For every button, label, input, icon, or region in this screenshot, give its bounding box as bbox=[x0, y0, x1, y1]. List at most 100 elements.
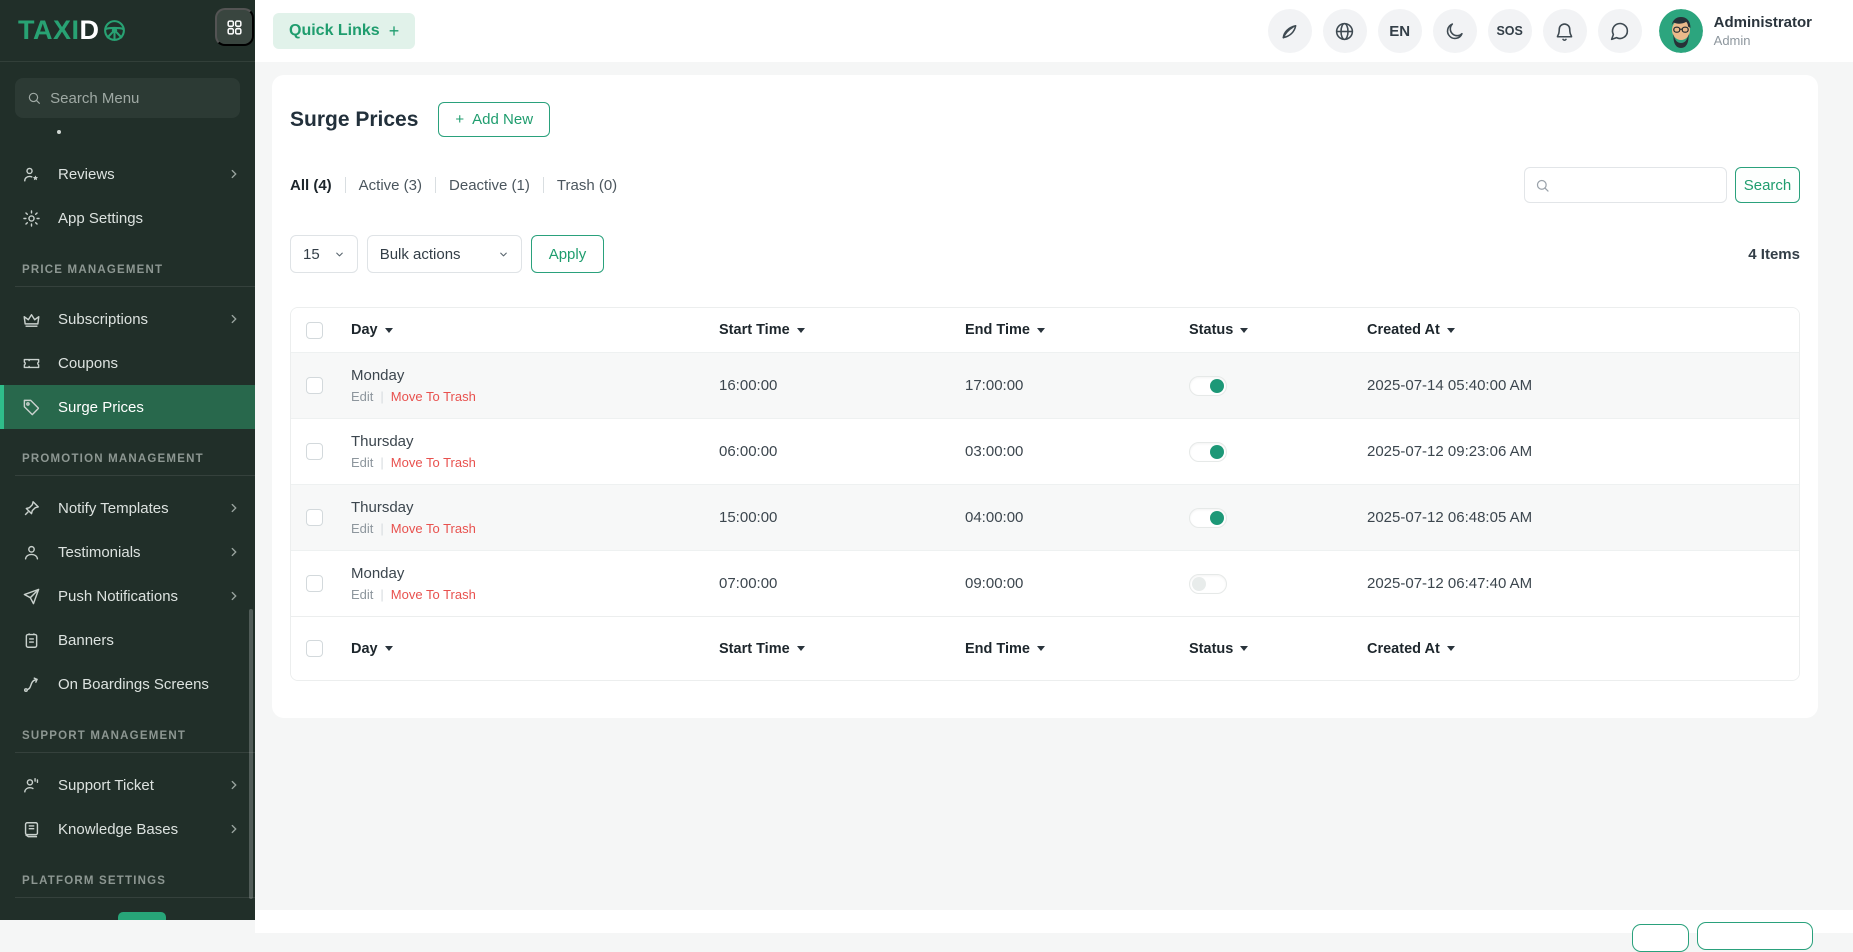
topbar-actions: EN SOS bbox=[1267, 9, 1812, 53]
day-value: Thursday bbox=[351, 499, 414, 516]
sidebar-item-notify-templates[interactable]: Notify Templates bbox=[0, 486, 255, 530]
page-footer bbox=[255, 910, 1853, 952]
tab-all[interactable]: All (4) bbox=[290, 176, 332, 194]
sidebar-item-testimonials[interactable]: Testimonials bbox=[0, 530, 255, 574]
move-to-trash-link[interactable]: Move To Trash bbox=[390, 455, 476, 470]
column-header-status[interactable]: Status bbox=[1189, 322, 1367, 338]
end-time-value: 17:00:00 bbox=[965, 377, 1024, 394]
edit-link[interactable]: Edit bbox=[351, 521, 374, 536]
section-heading-support-management: SUPPORT MANAGEMENT bbox=[22, 730, 187, 742]
per-page-select[interactable]: 15 bbox=[290, 235, 358, 273]
sidebar-item-surge-prices[interactable]: Surge Prices bbox=[0, 385, 255, 429]
sidebar-item-push-notifications[interactable]: Push Notifications bbox=[0, 574, 255, 618]
select-all-checkbox[interactable] bbox=[305, 321, 323, 339]
sidebar-item-app-settings[interactable]: App Settings bbox=[0, 196, 255, 240]
move-to-trash-link[interactable]: Move To Trash bbox=[390, 389, 476, 404]
sidebar-item-banners[interactable]: Banners bbox=[0, 618, 255, 662]
sidebar-item-on-boardings-screens[interactable]: On Boardings Screens bbox=[0, 662, 255, 706]
status-toggle[interactable] bbox=[1189, 441, 1227, 462]
row-checkbox[interactable] bbox=[305, 443, 323, 460]
day-cell: Thursday Edit | Move To Trash bbox=[337, 499, 719, 536]
tab-deactive[interactable]: Deactive (1) bbox=[449, 176, 530, 194]
tab-separator bbox=[542, 177, 544, 193]
sidebar-item-label: Knowledge Bases bbox=[58, 820, 179, 838]
edit-link[interactable]: Edit bbox=[351, 389, 374, 404]
table-row: Monday Edit | Move To Trash 07:00:00 09:00… bbox=[291, 550, 1799, 616]
sidebar-item-support-ticket[interactable]: Support Ticket bbox=[0, 763, 255, 807]
day-value: Thursday bbox=[351, 433, 414, 450]
move-to-trash-link[interactable]: Move To Trash bbox=[390, 587, 476, 602]
section-heading-platform-settings: PLATFORM SETTINGS bbox=[22, 875, 167, 887]
brush-icon bbox=[1282, 24, 1297, 38]
partial-button-small[interactable] bbox=[1632, 924, 1689, 952]
sidebar-item-knowledge-bases[interactable]: Knowledge Bases bbox=[0, 807, 255, 851]
sort-caret-icon bbox=[796, 646, 805, 651]
action-separator: | bbox=[380, 389, 384, 404]
column-header-day[interactable]: Day bbox=[337, 641, 719, 657]
user-menu[interactable]: Administrator Admin bbox=[1658, 9, 1812, 53]
select-all-checkbox[interactable] bbox=[305, 640, 323, 657]
sidebar-item-reviews[interactable]: Reviews bbox=[0, 152, 255, 196]
move-to-trash-link[interactable]: Move To Trash bbox=[390, 521, 476, 536]
brush-button[interactable] bbox=[1267, 9, 1312, 53]
table-search-box[interactable] bbox=[1524, 167, 1727, 203]
section-divider bbox=[15, 286, 255, 287]
sidebar-collapse-button[interactable] bbox=[215, 8, 254, 46]
sort-caret-icon bbox=[1446, 646, 1455, 651]
row-checkbox[interactable] bbox=[305, 509, 323, 526]
apply-button[interactable]: Apply bbox=[530, 235, 605, 273]
column-header-status[interactable]: Status bbox=[1189, 641, 1367, 657]
tab-active[interactable]: Active (3) bbox=[358, 176, 423, 194]
status-toggle[interactable] bbox=[1189, 573, 1227, 594]
clipboard-icon bbox=[22, 631, 41, 650]
quick-links-button[interactable]: Quick Links + bbox=[273, 13, 416, 49]
sidebar-scrollbar[interactable] bbox=[249, 609, 253, 899]
dark-mode-button[interactable] bbox=[1432, 9, 1477, 53]
language-globe-button[interactable] bbox=[1322, 9, 1367, 53]
bulk-actions-value: Bulk actions bbox=[379, 245, 461, 263]
sidebar-item-coupons[interactable]: Coupons bbox=[0, 341, 255, 385]
tab-trash[interactable]: Trash (0) bbox=[556, 176, 618, 194]
table-search-input[interactable] bbox=[1557, 177, 1716, 193]
search-button[interactable]: Search bbox=[1735, 167, 1800, 203]
row-checkbox[interactable] bbox=[305, 377, 323, 394]
sidebar-item-subscriptions[interactable]: Subscriptions bbox=[0, 297, 255, 341]
edit-link[interactable]: Edit bbox=[351, 455, 374, 470]
column-header-start-time[interactable]: Start Time bbox=[719, 322, 965, 338]
status-toggle[interactable] bbox=[1189, 375, 1227, 396]
created-at-value: 2025-07-14 05:40:00 AM bbox=[1367, 377, 1533, 394]
start-time-value: 15:00:00 bbox=[719, 509, 778, 526]
start-time-value: 07:00:00 bbox=[719, 575, 778, 592]
column-header-created-at[interactable]: Created At bbox=[1367, 641, 1799, 657]
column-header-start-time[interactable]: Start Time bbox=[719, 641, 965, 657]
toggle-knob bbox=[1210, 510, 1224, 525]
user-name: Administrator bbox=[1713, 14, 1812, 31]
tab-separator bbox=[344, 177, 346, 193]
sos-button[interactable]: SOS bbox=[1487, 9, 1532, 53]
crown-icon bbox=[22, 310, 41, 329]
notifications-button[interactable] bbox=[1542, 9, 1587, 53]
locale-button[interactable]: EN bbox=[1377, 9, 1422, 53]
edit-link[interactable]: Edit bbox=[351, 587, 374, 602]
support-agent-icon bbox=[22, 776, 41, 795]
messages-button[interactable] bbox=[1597, 9, 1642, 53]
column-header-end-time[interactable]: End Time bbox=[965, 322, 1189, 338]
add-new-label: Add New bbox=[472, 111, 534, 128]
column-header-end-time[interactable]: End Time bbox=[965, 641, 1189, 657]
sidebar-search[interactable] bbox=[15, 78, 240, 118]
add-new-button[interactable]: + Add New bbox=[438, 102, 551, 137]
sidebar-search-input[interactable] bbox=[50, 89, 228, 107]
paper-plane-icon bbox=[22, 587, 41, 606]
column-header-day[interactable]: Day bbox=[337, 322, 719, 338]
person-star-icon bbox=[22, 165, 41, 184]
chevron-right-icon bbox=[231, 591, 237, 601]
partial-button-large[interactable] bbox=[1697, 922, 1813, 950]
row-checkbox[interactable] bbox=[305, 575, 323, 592]
chevron-right-icon bbox=[231, 547, 237, 557]
bulk-actions-select[interactable]: Bulk actions bbox=[366, 235, 522, 273]
column-header-created-at[interactable]: Created At bbox=[1367, 322, 1799, 338]
page-title: Surge Prices bbox=[290, 107, 419, 131]
steering-wheel-icon bbox=[103, 20, 125, 41]
gear-icon bbox=[22, 209, 41, 228]
status-toggle[interactable] bbox=[1189, 507, 1227, 528]
